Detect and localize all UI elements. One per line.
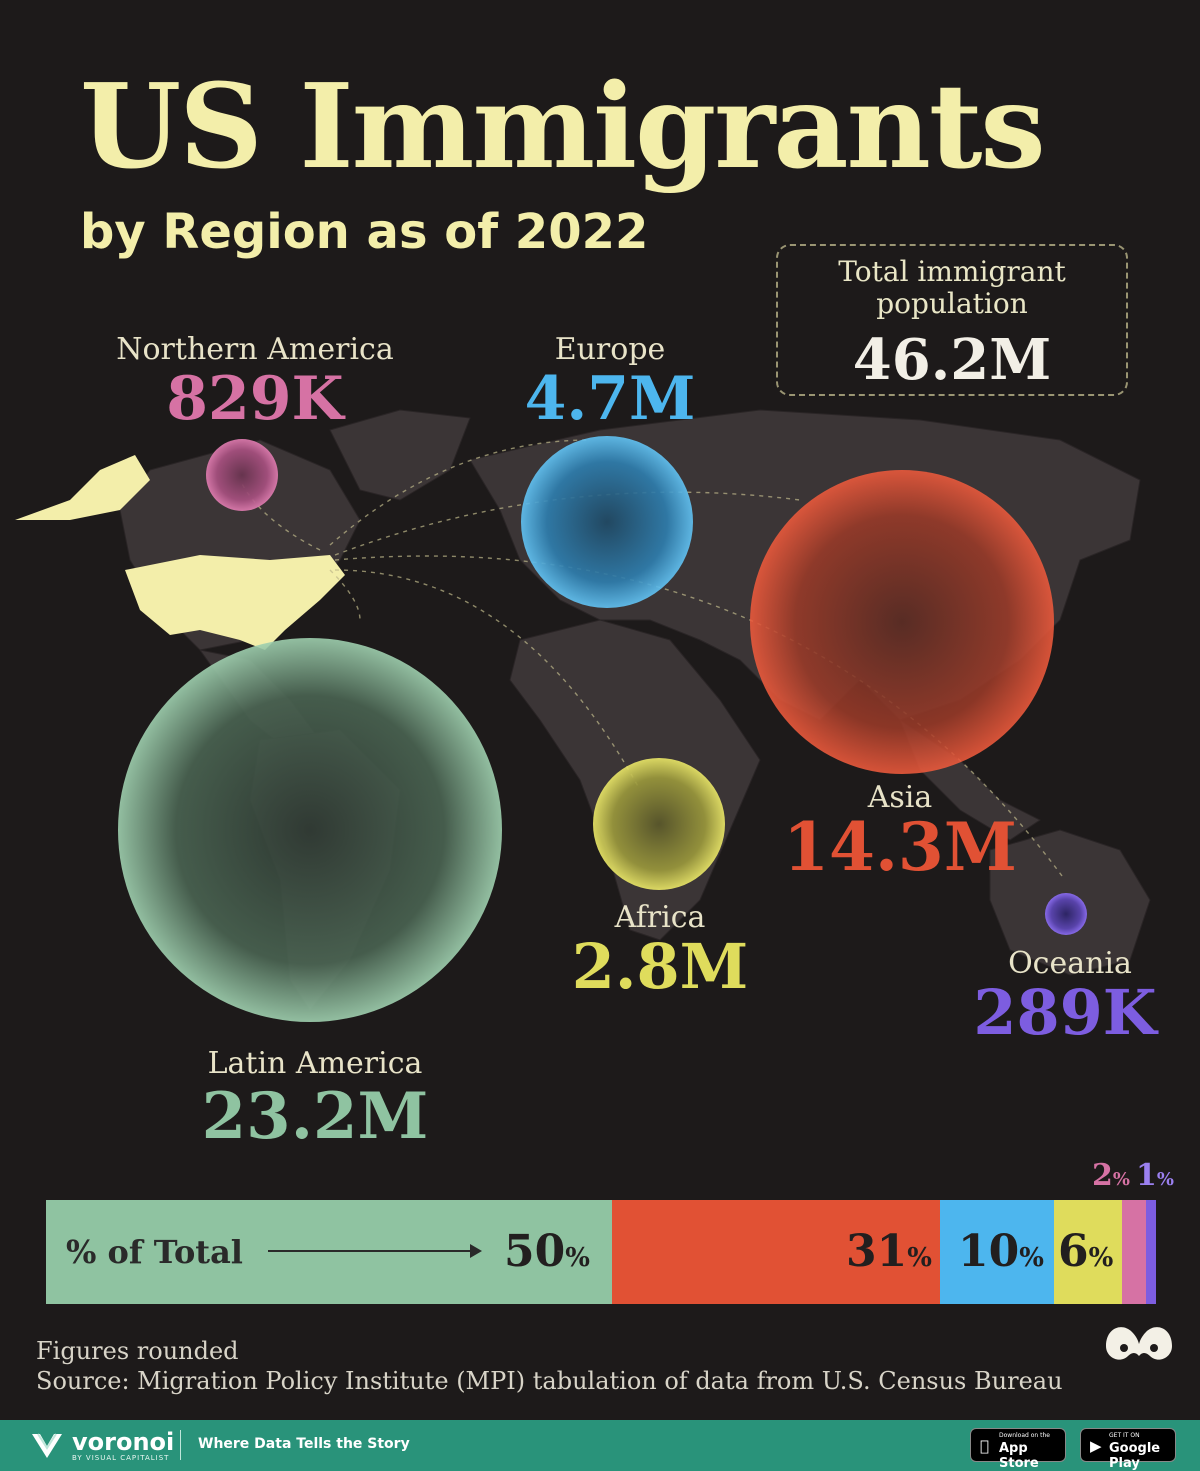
source-text: Source: Migration Policy Institute (MPI)…	[36, 1367, 1063, 1395]
pct-value: 50	[504, 1226, 566, 1277]
bar-segment-europe	[940, 1200, 1054, 1304]
region-value-europe: 4.7M	[524, 364, 696, 434]
bubble-asia	[750, 470, 1054, 774]
region-name-europe: Europe	[554, 332, 666, 367]
bar-segment-northern-america	[1122, 1200, 1146, 1304]
footer-divider	[180, 1430, 181, 1460]
region-value-latin-america: 23.2M	[201, 1079, 429, 1154]
region-value-oceania: 289K	[973, 976, 1157, 1049]
google-play-small-label: GET IT ON	[1109, 1432, 1140, 1439]
percent-of-total-label: % of Total	[66, 1233, 243, 1271]
world-map	[15, 409, 1151, 1022]
pct-label-africa: 6%	[1058, 1200, 1113, 1310]
bar-segment-asia	[612, 1200, 940, 1304]
footer-bar: voronoi BY VISUAL CAPITALIST Where Data …	[0, 1420, 1200, 1471]
region-value-africa: 2.8M	[571, 930, 749, 1003]
region-value-asia: 14.3M	[783, 808, 1017, 886]
total-population-value: 46.2M	[852, 327, 1052, 393]
region-name-africa: Africa	[614, 900, 706, 935]
greenland-shape	[329, 409, 471, 501]
total-label-line1: Total immigrant	[838, 255, 1066, 288]
pct-label-latin-america: 50%	[504, 1200, 590, 1310]
total-population-label: Total immigrant population	[778, 256, 1126, 320]
google-play-label: Google Play	[1109, 1441, 1161, 1471]
app-store-label: App Store	[999, 1441, 1039, 1471]
pct-symbol: %	[1156, 1169, 1174, 1190]
pct-symbol: %	[1088, 1243, 1114, 1273]
footnote: Figures rounded	[36, 1337, 239, 1365]
pct-label-oceania: 1%	[1136, 1158, 1174, 1193]
bubble-latin-america	[118, 638, 502, 1022]
alaska-shape	[15, 455, 150, 520]
pct-value: 2	[1092, 1158, 1113, 1193]
region-name-oceania: Oceania	[1008, 946, 1132, 981]
google-play-icon: ▶	[1090, 1437, 1102, 1455]
voronoi-logo-icon	[32, 1433, 62, 1458]
brand-subtitle: BY VISUAL CAPITALIST	[72, 1454, 170, 1462]
total-population-box: Total immigrant population 46.2M	[776, 244, 1128, 396]
apple-icon: 	[980, 1437, 989, 1455]
app-store-button[interactable]:  Download on the App Store	[970, 1428, 1066, 1471]
region-name-latin-america: Latin America	[207, 1046, 423, 1081]
pct-value: 1	[1136, 1158, 1157, 1193]
usa-shape	[125, 555, 345, 650]
flow-line-oceania	[334, 555, 1066, 881]
visual-capitalist-logo-icon	[1106, 1327, 1172, 1360]
google-play-button[interactable]: ▶ GET IT ON Google Play	[1080, 1428, 1176, 1471]
pct-value: 10	[958, 1226, 1020, 1277]
pct-value: 31	[846, 1226, 908, 1277]
pct-label-northern-america: 2%	[1092, 1158, 1130, 1193]
chart-title: US Immigrants	[80, 59, 1046, 195]
bubble-africa	[593, 758, 725, 890]
pct-label-asia: 31%	[846, 1200, 932, 1310]
chart-subtitle: by Region as of 2022	[80, 204, 649, 260]
brand-name[interactable]: voronoi	[72, 1428, 175, 1456]
region-name-asia: Asia	[867, 780, 933, 815]
pct-symbol: %	[1112, 1169, 1130, 1190]
total-label-line2: population	[876, 287, 1028, 320]
pct-label-europe: 10%	[958, 1200, 1044, 1310]
pct-value: 6	[1058, 1226, 1089, 1277]
bubble-northern-america	[206, 439, 278, 511]
bar-segment-oceania	[1146, 1200, 1156, 1304]
tagline: Where Data Tells the Story	[198, 1436, 410, 1452]
region-value-northern-america: 829K	[166, 364, 344, 434]
arrow-right-icon	[268, 1244, 482, 1258]
bar-segment-africa	[1054, 1200, 1122, 1304]
region-name-northern-america: Northern America	[116, 332, 394, 367]
pct-symbol: %	[1019, 1243, 1044, 1273]
pct-symbol: %	[907, 1243, 932, 1273]
bar-segment-latin-america	[46, 1200, 612, 1304]
flow-line-latin-america	[329, 569, 361, 621]
flow-line-africa	[334, 569, 641, 791]
bubble-europe	[521, 436, 693, 608]
app-store-small-label: Download on the	[999, 1432, 1050, 1439]
bubble-oceania	[1045, 893, 1087, 935]
pct-symbol: %	[565, 1243, 590, 1273]
percent-bar: % of Total 50% 31% 10% 6%	[46, 1200, 1156, 1304]
